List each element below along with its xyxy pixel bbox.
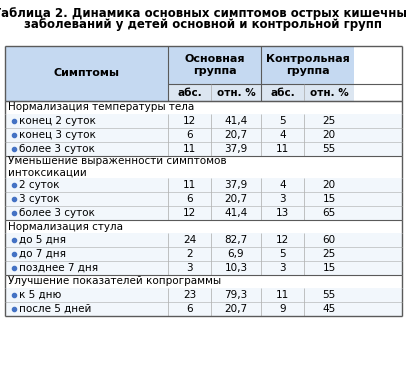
- Text: более 3 суток: более 3 суток: [19, 208, 95, 218]
- Text: 3: 3: [279, 194, 286, 204]
- Text: до 7 дня: до 7 дня: [19, 249, 66, 259]
- Bar: [5, 192, 402, 206]
- Text: Улучшение показателей копрограммы: Улучшение показателей копрограммы: [8, 276, 221, 286]
- Text: Нормализация температуры тела: Нормализация температуры тела: [8, 103, 194, 113]
- Text: 6: 6: [186, 194, 193, 204]
- Text: 65: 65: [322, 208, 336, 218]
- Text: 25: 25: [322, 249, 336, 259]
- Text: 11: 11: [183, 180, 196, 190]
- Bar: [5, 247, 402, 261]
- Text: 2 суток: 2 суток: [19, 180, 59, 190]
- Text: 12: 12: [183, 208, 196, 218]
- Text: абс.: абс.: [177, 88, 202, 97]
- Bar: [5, 261, 402, 275]
- Bar: [5, 302, 402, 316]
- Text: 20: 20: [322, 130, 335, 140]
- Bar: [211, 84, 261, 101]
- Text: 23: 23: [183, 290, 196, 300]
- Text: 10,3: 10,3: [224, 263, 247, 273]
- Text: Уменьшение выраженности симптомов
интоксикации: Уменьшение выраженности симптомов интокс…: [8, 156, 227, 178]
- Text: 11: 11: [276, 144, 289, 154]
- Text: 12: 12: [276, 235, 289, 245]
- Text: 41,4: 41,4: [224, 116, 247, 126]
- Text: 3 суток: 3 суток: [19, 194, 59, 204]
- Bar: [5, 206, 402, 220]
- Text: 25: 25: [322, 116, 336, 126]
- Bar: [168, 46, 261, 84]
- Bar: [261, 84, 304, 101]
- Text: 3: 3: [186, 263, 193, 273]
- Text: Контрольная
группа: Контрольная группа: [266, 54, 349, 76]
- Text: 4: 4: [279, 180, 286, 190]
- Text: конец 2 суток: конец 2 суток: [19, 116, 96, 126]
- Text: более 3 суток: более 3 суток: [19, 144, 95, 154]
- Text: 11: 11: [183, 144, 196, 154]
- Text: к 5 дню: к 5 дню: [19, 290, 61, 300]
- Text: 9: 9: [279, 304, 286, 314]
- Bar: [5, 275, 402, 288]
- Text: Нормализация стула: Нормализация стула: [8, 222, 123, 232]
- Text: 6: 6: [186, 304, 193, 314]
- Bar: [261, 46, 354, 84]
- Bar: [5, 288, 402, 302]
- Bar: [5, 178, 402, 192]
- Text: 15: 15: [322, 263, 336, 273]
- Text: после 5 дней: после 5 дней: [19, 304, 92, 314]
- Text: 55: 55: [322, 290, 336, 300]
- Text: 5: 5: [279, 249, 286, 259]
- Text: 37,9: 37,9: [224, 144, 247, 154]
- Text: 60: 60: [322, 235, 335, 245]
- Bar: [5, 114, 402, 128]
- Text: Основная
группа: Основная группа: [184, 54, 245, 76]
- Text: 41,4: 41,4: [224, 208, 247, 218]
- Text: 6: 6: [186, 130, 193, 140]
- Text: 20,7: 20,7: [224, 304, 247, 314]
- Text: 20,7: 20,7: [224, 194, 247, 204]
- Text: 3: 3: [279, 263, 286, 273]
- Text: 55: 55: [322, 144, 336, 154]
- Text: 4: 4: [279, 130, 286, 140]
- Text: позднее 7 дня: позднее 7 дня: [19, 263, 98, 273]
- Bar: [5, 46, 168, 101]
- Text: 12: 12: [183, 116, 196, 126]
- Text: 79,3: 79,3: [224, 290, 247, 300]
- Text: 11: 11: [276, 290, 289, 300]
- Bar: [5, 220, 402, 233]
- Text: 20,7: 20,7: [224, 130, 247, 140]
- Text: 37,9: 37,9: [224, 180, 247, 190]
- Text: до 5 дня: до 5 дня: [19, 235, 66, 245]
- Text: 13: 13: [276, 208, 289, 218]
- Text: конец 3 суток: конец 3 суток: [19, 130, 96, 140]
- Text: 82,7: 82,7: [224, 235, 247, 245]
- Bar: [5, 233, 402, 247]
- Text: 2: 2: [186, 249, 193, 259]
- Text: 45: 45: [322, 304, 336, 314]
- Bar: [5, 142, 402, 156]
- Text: заболеваний у детей основной и контрольной групп: заболеваний у детей основной и контрольн…: [24, 18, 383, 31]
- Bar: [5, 128, 402, 142]
- Text: Таблица 2. Динамика основных симптомов острых кишечных: Таблица 2. Динамика основных симптомов о…: [0, 7, 407, 20]
- Bar: [168, 84, 211, 101]
- Text: 15: 15: [322, 194, 336, 204]
- Bar: [5, 101, 402, 114]
- Text: 20: 20: [322, 180, 335, 190]
- Text: Симптомы: Симптомы: [53, 69, 120, 78]
- Text: абс.: абс.: [270, 88, 295, 97]
- Text: 24: 24: [183, 235, 196, 245]
- Text: отн. %: отн. %: [217, 88, 255, 97]
- Text: 6,9: 6,9: [228, 249, 244, 259]
- Bar: [304, 84, 354, 101]
- Text: 5: 5: [279, 116, 286, 126]
- Text: отн. %: отн. %: [310, 88, 348, 97]
- Bar: [5, 156, 402, 178]
